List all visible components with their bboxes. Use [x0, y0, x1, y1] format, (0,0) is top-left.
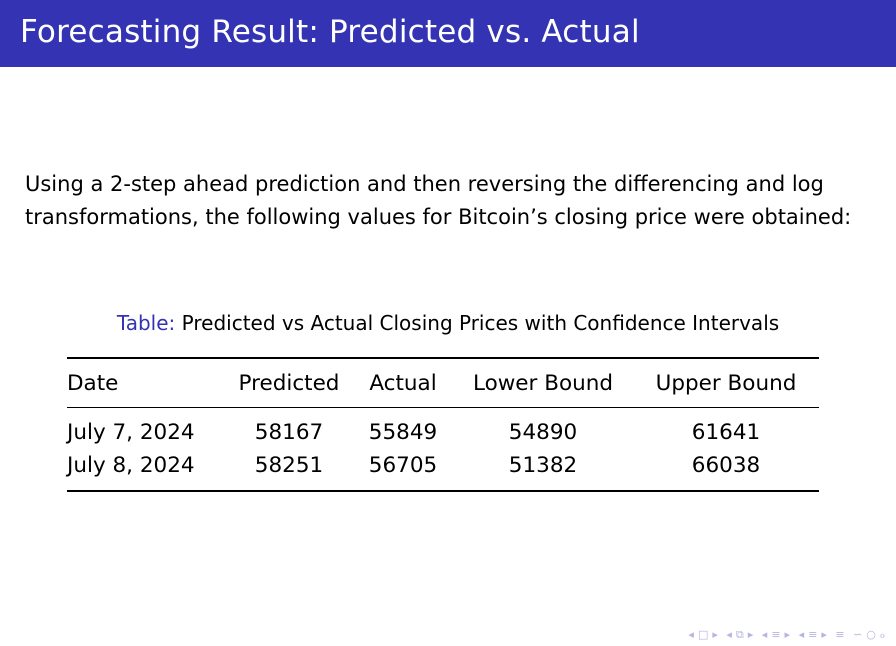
results-table: Date Predicted Actual Lower Bound Upper …: [67, 357, 819, 492]
prev-section-icon[interactable]: ◂: [761, 628, 769, 641]
header-upper-bound: Upper Bound: [655, 370, 797, 396]
find-icon[interactable]: ℴ: [879, 628, 886, 641]
cell-date: July 7, 2024: [67, 420, 195, 445]
cell-lower-bound: 54890: [508, 420, 578, 445]
slide-title: Forecasting Result: Predicted vs. Actual: [20, 14, 640, 50]
header-predicted: Predicted: [238, 370, 340, 396]
table-row: July 8, 2024 58251 56705 51382 66038: [67, 449, 819, 491]
slide-title-bar: Forecasting Result: Predicted vs. Actual: [0, 0, 896, 67]
prev-subsection-icon[interactable]: ◂: [726, 628, 733, 641]
section-icon[interactable]: ≡: [771, 628, 782, 641]
next-subsection-icon[interactable]: ▸: [747, 628, 755, 641]
cell-upper-bound: 66038: [691, 453, 761, 478]
cell-actual: 55849: [368, 420, 438, 445]
subsection-icon[interactable]: ⧉: [735, 628, 745, 641]
beamer-navigation-bar: ◂ □ ▸ ◂ ⧉ ▸ ◂ ≡ ▸ ◂ ≡ ▸ ≡ ∽ ○ ℴ: [685, 628, 886, 642]
prev-frame-icon[interactable]: ◂: [688, 628, 695, 641]
frame-icon[interactable]: □: [697, 628, 710, 641]
intro-paragraph: Using a 2-step ahead prediction and then…: [25, 172, 852, 229]
header-lower-bound: Lower Bound: [472, 370, 614, 396]
table-header-row: Date Predicted Actual Lower Bound Upper …: [67, 358, 819, 408]
search-icon[interactable]: ∽: [853, 628, 864, 641]
zoom-icon[interactable]: ○: [866, 628, 877, 641]
table-caption-prefix: Table:: [116, 311, 176, 335]
toc-icon[interactable]: ≡: [835, 628, 846, 641]
table-caption-text: Predicted vs Actual Closing Prices with …: [181, 311, 780, 335]
cell-actual: 56705: [368, 453, 438, 478]
header-actual: Actual: [369, 370, 437, 396]
next-part-icon[interactable]: ▸: [821, 628, 828, 641]
next-section-icon[interactable]: ▸: [784, 628, 792, 641]
table-row: July 7, 2024 58167 55849 54890 61641: [67, 408, 819, 450]
next-frame-icon[interactable]: ▸: [712, 628, 719, 641]
cell-predicted: 58251: [254, 453, 324, 478]
prev-part-icon[interactable]: ◂: [798, 628, 806, 641]
part-icon[interactable]: ≡: [808, 628, 819, 641]
header-date: Date: [67, 370, 119, 396]
cell-predicted: 58167: [254, 420, 324, 445]
cell-lower-bound: 51382: [508, 453, 578, 478]
table-caption: Table: Predicted vs Actual Closing Price…: [0, 311, 896, 335]
cell-upper-bound: 61641: [691, 420, 761, 445]
cell-date: July 8, 2024: [67, 453, 195, 478]
